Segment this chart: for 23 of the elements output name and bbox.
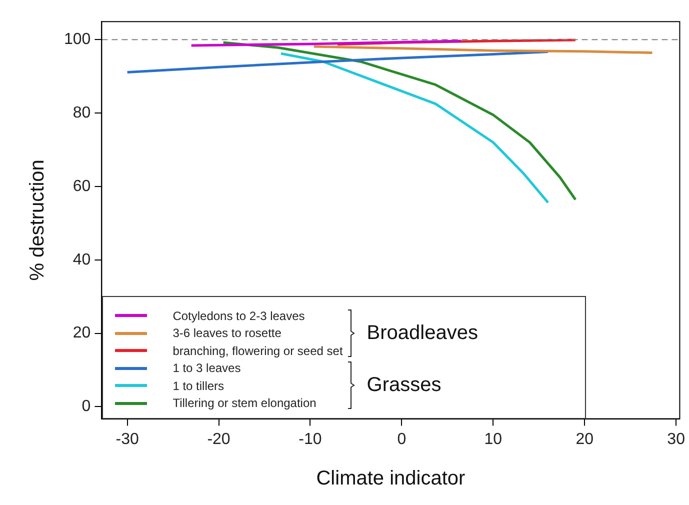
annotation: Grasses — [366, 374, 442, 398]
y-tick-label: 80 — [72, 104, 91, 122]
x-tick-label: 20 — [576, 430, 594, 448]
y-tick-label: 100 — [64, 30, 91, 48]
x-tick-label: -30 — [116, 430, 139, 448]
legend-label: 1 to tillers — [172, 378, 224, 393]
legend-label: Tillering or stem elongation — [172, 396, 316, 410]
x-tick-label: -20 — [207, 430, 230, 448]
y-tick-label: 0 — [82, 398, 91, 416]
x-tick-label: 10 — [484, 430, 502, 448]
legend-label: 1 to 3 leaves — [172, 361, 241, 376]
legend-label: branching, flowering or seed set — [172, 344, 343, 358]
x-tick-label: 30 — [667, 430, 686, 448]
y-tick-label: 40 — [72, 251, 91, 268]
legend-label: 3-6 leaves to rosette — [172, 326, 282, 340]
y-axis-title: % destruction — [26, 160, 49, 281]
x-tick-label: -10 — [298, 430, 322, 448]
x-tick-label: 0 — [397, 430, 406, 448]
y-tick-label: 60 — [72, 178, 91, 195]
y-tick-label: 20 — [72, 324, 91, 342]
legend-label: Cotyledons to 2-3 leaves — [172, 308, 305, 323]
x-axis-title: Climate indicator — [316, 468, 466, 490]
annotation: Broadleaves — [366, 322, 478, 345]
